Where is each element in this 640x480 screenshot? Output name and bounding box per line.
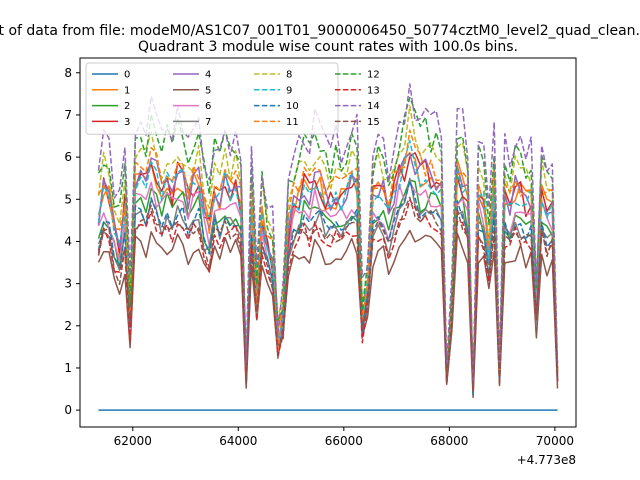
series-line-1 (97, 151, 559, 388)
legend-label-1: 1 (124, 85, 130, 96)
x-axis: 62000 64000 66000 68000 70000 (114, 427, 574, 448)
legend-label-8: 8 (286, 70, 292, 81)
series-line-7 (97, 177, 559, 395)
chart-suptitle: Plot of data from file: modeM0/AS1C07_00… (0, 23, 640, 39)
series-line-10 (97, 180, 559, 396)
legend-label-11: 11 (286, 117, 299, 128)
series-line-9 (97, 139, 559, 391)
axes-frame (79, 57, 577, 428)
y-tick-label: 5 (64, 192, 72, 206)
series-line-14 (97, 83, 559, 387)
series-line-11 (97, 129, 559, 389)
y-tick-label: 7 (64, 108, 72, 122)
legend-label-3: 3 (124, 117, 130, 128)
x-tick-label: 66000 (325, 434, 363, 448)
x-offset-label: +4.773e8 (517, 453, 576, 467)
legend-label-12: 12 (367, 70, 380, 81)
legend-label-14: 14 (367, 101, 380, 112)
y-axis: 0 1 2 3 4 5 6 7 8 (64, 66, 80, 417)
y-tick-label: 3 (64, 277, 72, 291)
y-tick-label: 6 (64, 150, 72, 164)
legend-label-15: 15 (367, 117, 380, 128)
legend-label-4: 4 (205, 70, 211, 81)
legend-label-13: 13 (367, 85, 380, 96)
y-tick-label: 8 (64, 66, 72, 80)
y-tick-label: 2 (64, 319, 72, 333)
y-tick-label: 1 (64, 361, 72, 375)
chart-title: Quadrant 3 module wise count rates with … (138, 39, 518, 55)
x-tick-label: 62000 (114, 434, 152, 448)
legend-label-6: 6 (205, 101, 211, 112)
legend-label-0: 0 (124, 70, 130, 81)
series-line-5 (97, 229, 559, 399)
legend-label-10: 10 (286, 101, 299, 112)
series-line-13 (97, 199, 559, 393)
series-line-6 (97, 180, 559, 391)
y-tick-label: 0 (64, 403, 72, 417)
x-tick-label: 68000 (430, 434, 468, 448)
legend-label-9: 9 (286, 85, 292, 96)
y-tick-label: 4 (64, 234, 72, 248)
legend-label-7: 7 (205, 117, 211, 128)
series-line-8 (97, 105, 559, 385)
x-tick-label: 70000 (536, 434, 574, 448)
legend-label-5: 5 (205, 85, 211, 96)
legend-label-2: 2 (124, 101, 130, 112)
x-tick-label: 64000 (219, 434, 257, 448)
legend-box (85, 62, 339, 135)
series-line-15 (97, 196, 559, 392)
